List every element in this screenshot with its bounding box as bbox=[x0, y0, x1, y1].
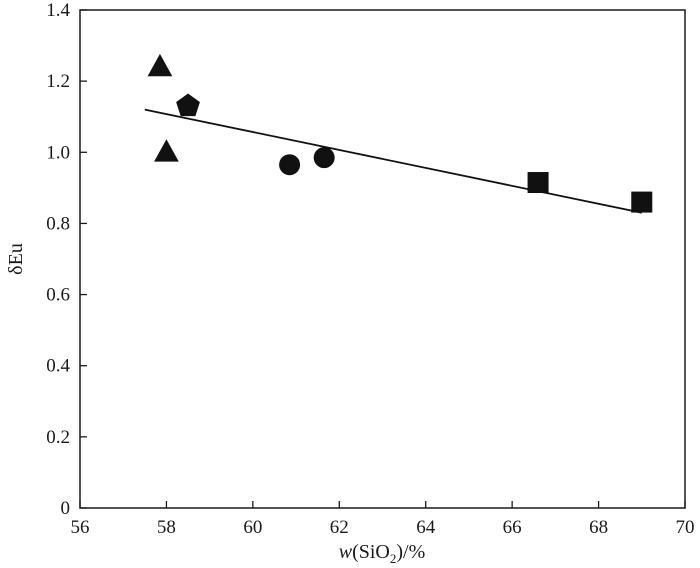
y-tick-label: 1.2 bbox=[46, 71, 70, 92]
y-tick-label: 0.4 bbox=[46, 356, 70, 377]
circle-point bbox=[279, 154, 301, 176]
x-tick-label: 58 bbox=[157, 517, 176, 538]
x-tick-label: 60 bbox=[243, 517, 262, 538]
plot-frame bbox=[79, 9, 686, 509]
y-tick-label: 0.8 bbox=[46, 213, 70, 234]
pentagon-point bbox=[176, 93, 200, 117]
triangle-point bbox=[154, 139, 179, 162]
x-tick-label: 70 bbox=[676, 517, 695, 538]
y-axis-ticks: 0 0.2 0.4 0.6 0.8 1.0 1.2 1.4 bbox=[46, 0, 87, 519]
data-points bbox=[147, 53, 653, 213]
y-tick-label: 1.4 bbox=[46, 0, 70, 21]
y-tick-label: 0.6 bbox=[46, 285, 70, 306]
x-tick-label: 64 bbox=[416, 517, 436, 538]
triangle-point bbox=[147, 53, 173, 77]
x-axis-title-sub: 2 bbox=[390, 551, 397, 566]
x-axis-title: w(SiO2)/% bbox=[339, 541, 426, 566]
x-tick-label: 66 bbox=[503, 517, 522, 538]
x-axis-ticks: 56 58 60 62 64 66 68 70 bbox=[71, 501, 695, 538]
circle-point bbox=[313, 147, 335, 169]
square-point bbox=[631, 191, 653, 213]
x-axis-title-open: (SiO bbox=[352, 541, 390, 563]
y-tick-label: 1.0 bbox=[46, 142, 70, 163]
x-axis-title-var: w bbox=[339, 541, 353, 563]
x-axis-title-close: )/% bbox=[396, 541, 425, 563]
x-tick-label: 68 bbox=[589, 517, 608, 538]
trend-line bbox=[144, 108, 642, 214]
y-axis-title: δEu bbox=[5, 243, 27, 275]
x-tick-label: 62 bbox=[330, 517, 349, 538]
y-tick-label: 0 bbox=[61, 498, 71, 519]
x-tick-label: 56 bbox=[71, 517, 90, 538]
y-tick-label: 0.2 bbox=[46, 427, 70, 448]
square-point bbox=[527, 172, 549, 194]
